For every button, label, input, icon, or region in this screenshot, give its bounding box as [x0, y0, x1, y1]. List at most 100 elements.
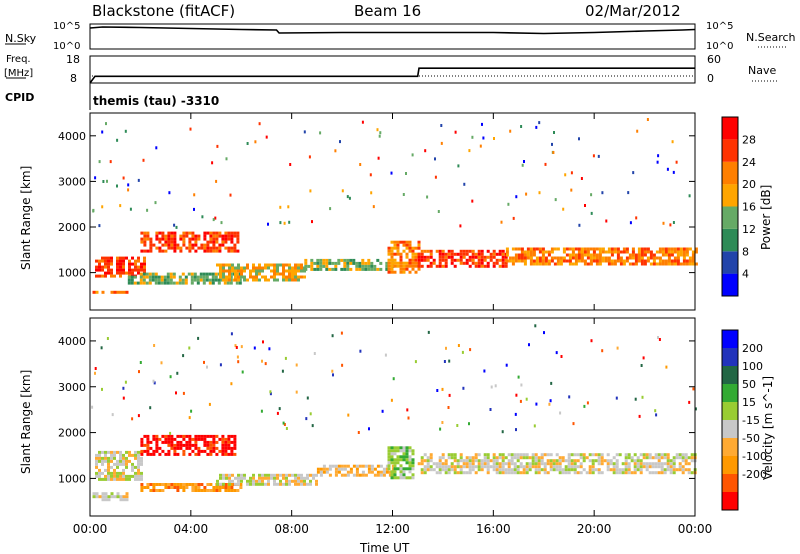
- heatmap-cell: [194, 486, 198, 489]
- heatmap-cell: [188, 434, 192, 438]
- scatter-cell: [216, 144, 219, 148]
- heatmap-cell: [237, 266, 240, 270]
- heatmap-cell: [393, 470, 397, 474]
- heatmap-cell: [450, 465, 454, 469]
- heatmap-cell: [310, 267, 314, 271]
- heatmap-cell: [110, 495, 114, 499]
- heatmap-cell: [559, 256, 563, 260]
- heatmap-cell: [567, 465, 571, 469]
- heatmap-cell: [152, 486, 156, 489]
- heatmap-cell: [543, 465, 547, 469]
- heatmap-cell: [441, 462, 445, 466]
- heatmap-cell: [224, 234, 228, 238]
- heatmap-cell: [182, 443, 186, 447]
- scatter-cell: [479, 144, 482, 148]
- heatmap-cell: [310, 258, 314, 262]
- heatmap-cell: [228, 263, 231, 267]
- heatmap-cell: [657, 471, 661, 475]
- heatmap-cell: [358, 261, 362, 265]
- colorbar-swatch: [722, 251, 738, 274]
- heatmap-cell: [222, 482, 225, 486]
- heatmap-cell: [228, 272, 231, 276]
- heatmap-cell: [127, 281, 131, 285]
- colorbar-swatch: [722, 161, 738, 185]
- heatmap-cell: [101, 462, 104, 466]
- scatter-cell: [533, 424, 536, 428]
- heatmap-cell: [520, 253, 524, 257]
- heatmap-cell: [676, 250, 680, 254]
- heatmap-cell: [652, 262, 656, 266]
- scatter-cell: [334, 149, 337, 153]
- heatmap-cell: [130, 281, 134, 285]
- scatter-cell: [662, 221, 665, 225]
- heatmap-cell: [316, 467, 320, 471]
- heatmap-cell: [113, 471, 116, 475]
- heatmap-cell: [125, 495, 129, 499]
- heatmap-cell: [194, 437, 198, 441]
- scatter-cell: [534, 324, 537, 328]
- heatmap-cell: [95, 474, 98, 478]
- heatmap-cell: [498, 462, 502, 466]
- scatter-cell: [586, 401, 589, 405]
- scatter-cell: [100, 346, 103, 350]
- heatmap-cell: [110, 450, 113, 454]
- heatmap-cell: [619, 250, 623, 254]
- heatmap-cell: [206, 446, 210, 450]
- heatmap-cell: [128, 268, 131, 272]
- heatmap-cell: [552, 468, 556, 472]
- heatmap-cell: [273, 479, 276, 483]
- heatmap-cell: [598, 253, 602, 257]
- heatmap-cell: [612, 471, 616, 475]
- heatmap-cell: [613, 250, 617, 254]
- heatmap-cell: [649, 256, 653, 260]
- heatmap-cell: [167, 437, 171, 441]
- heatmap-cell: [654, 471, 658, 475]
- scatter-cell: [457, 344, 460, 347]
- heatmap-cell: [631, 250, 635, 254]
- heatmap-cell: [148, 272, 152, 276]
- heatmap-cell: [624, 459, 628, 463]
- heatmap-cell: [393, 461, 397, 465]
- scatter-cell: [106, 179, 108, 183]
- heatmap-cell: [167, 449, 171, 453]
- heatmap-cell: [423, 249, 427, 253]
- heatmap-cell: [523, 256, 527, 260]
- heatmap-cell: [309, 473, 312, 477]
- heatmap-cell: [459, 249, 463, 253]
- scatter-cell: [500, 220, 503, 224]
- scatter-cell: [555, 351, 558, 355]
- heatmap-cell: [110, 290, 114, 294]
- heatmap-cell: [270, 476, 273, 480]
- scatter-cell: [173, 223, 176, 227]
- heatmap-cell: [676, 262, 680, 266]
- heatmap-cell: [185, 246, 189, 250]
- heatmap-cell: [358, 464, 362, 468]
- heatmap-cell: [101, 495, 105, 499]
- heatmap-cell: [438, 261, 442, 265]
- heatmap-cell: [544, 250, 548, 254]
- heatmap-cell: [453, 471, 457, 475]
- scatter-cell: [507, 202, 510, 206]
- heatmap-cell: [495, 261, 499, 265]
- heatmap-cell: [591, 462, 595, 466]
- heatmap-cell: [137, 471, 140, 475]
- heatmap-cell: [465, 462, 469, 466]
- heatmap-cell: [558, 456, 562, 460]
- scatter-cell: [122, 176, 125, 180]
- heatmap-cell: [417, 264, 421, 268]
- heatmap-cell: [660, 471, 664, 475]
- heatmap-cell: [498, 258, 502, 262]
- scatter-cell: [482, 136, 485, 140]
- heatmap-cell: [679, 250, 683, 254]
- scatter-cell: [535, 402, 538, 406]
- heatmap-cell: [215, 249, 219, 253]
- heatmap-cell: [444, 459, 448, 463]
- heatmap-cell: [570, 453, 574, 457]
- heatmap-cell: [597, 459, 601, 463]
- heatmap-cell: [541, 247, 545, 251]
- heatmap-cell: [154, 281, 158, 285]
- heatmap-cell: [303, 476, 306, 480]
- heatmap-cell: [628, 256, 632, 260]
- heatmap-cell: [291, 479, 294, 483]
- heatmap-cell: [137, 468, 140, 472]
